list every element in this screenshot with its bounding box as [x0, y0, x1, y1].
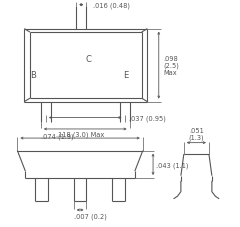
Text: .051
(1.3): .051 (1.3) [189, 127, 204, 141]
Text: .007 (0.2): .007 (0.2) [74, 212, 107, 219]
Text: E: E [123, 70, 128, 79]
Text: .098
(2.5)
Max: .098 (2.5) Max [163, 56, 179, 76]
Text: .043 (1.1): .043 (1.1) [156, 161, 189, 168]
Text: B: B [30, 70, 36, 79]
Text: C: C [85, 54, 91, 64]
Text: .037 (0.95): .037 (0.95) [129, 115, 166, 121]
Text: .016 (0.48): .016 (0.48) [93, 2, 130, 9]
Text: .074 (1.9): .074 (1.9) [41, 133, 73, 139]
Text: .118 (3.0) Max: .118 (3.0) Max [56, 131, 104, 137]
